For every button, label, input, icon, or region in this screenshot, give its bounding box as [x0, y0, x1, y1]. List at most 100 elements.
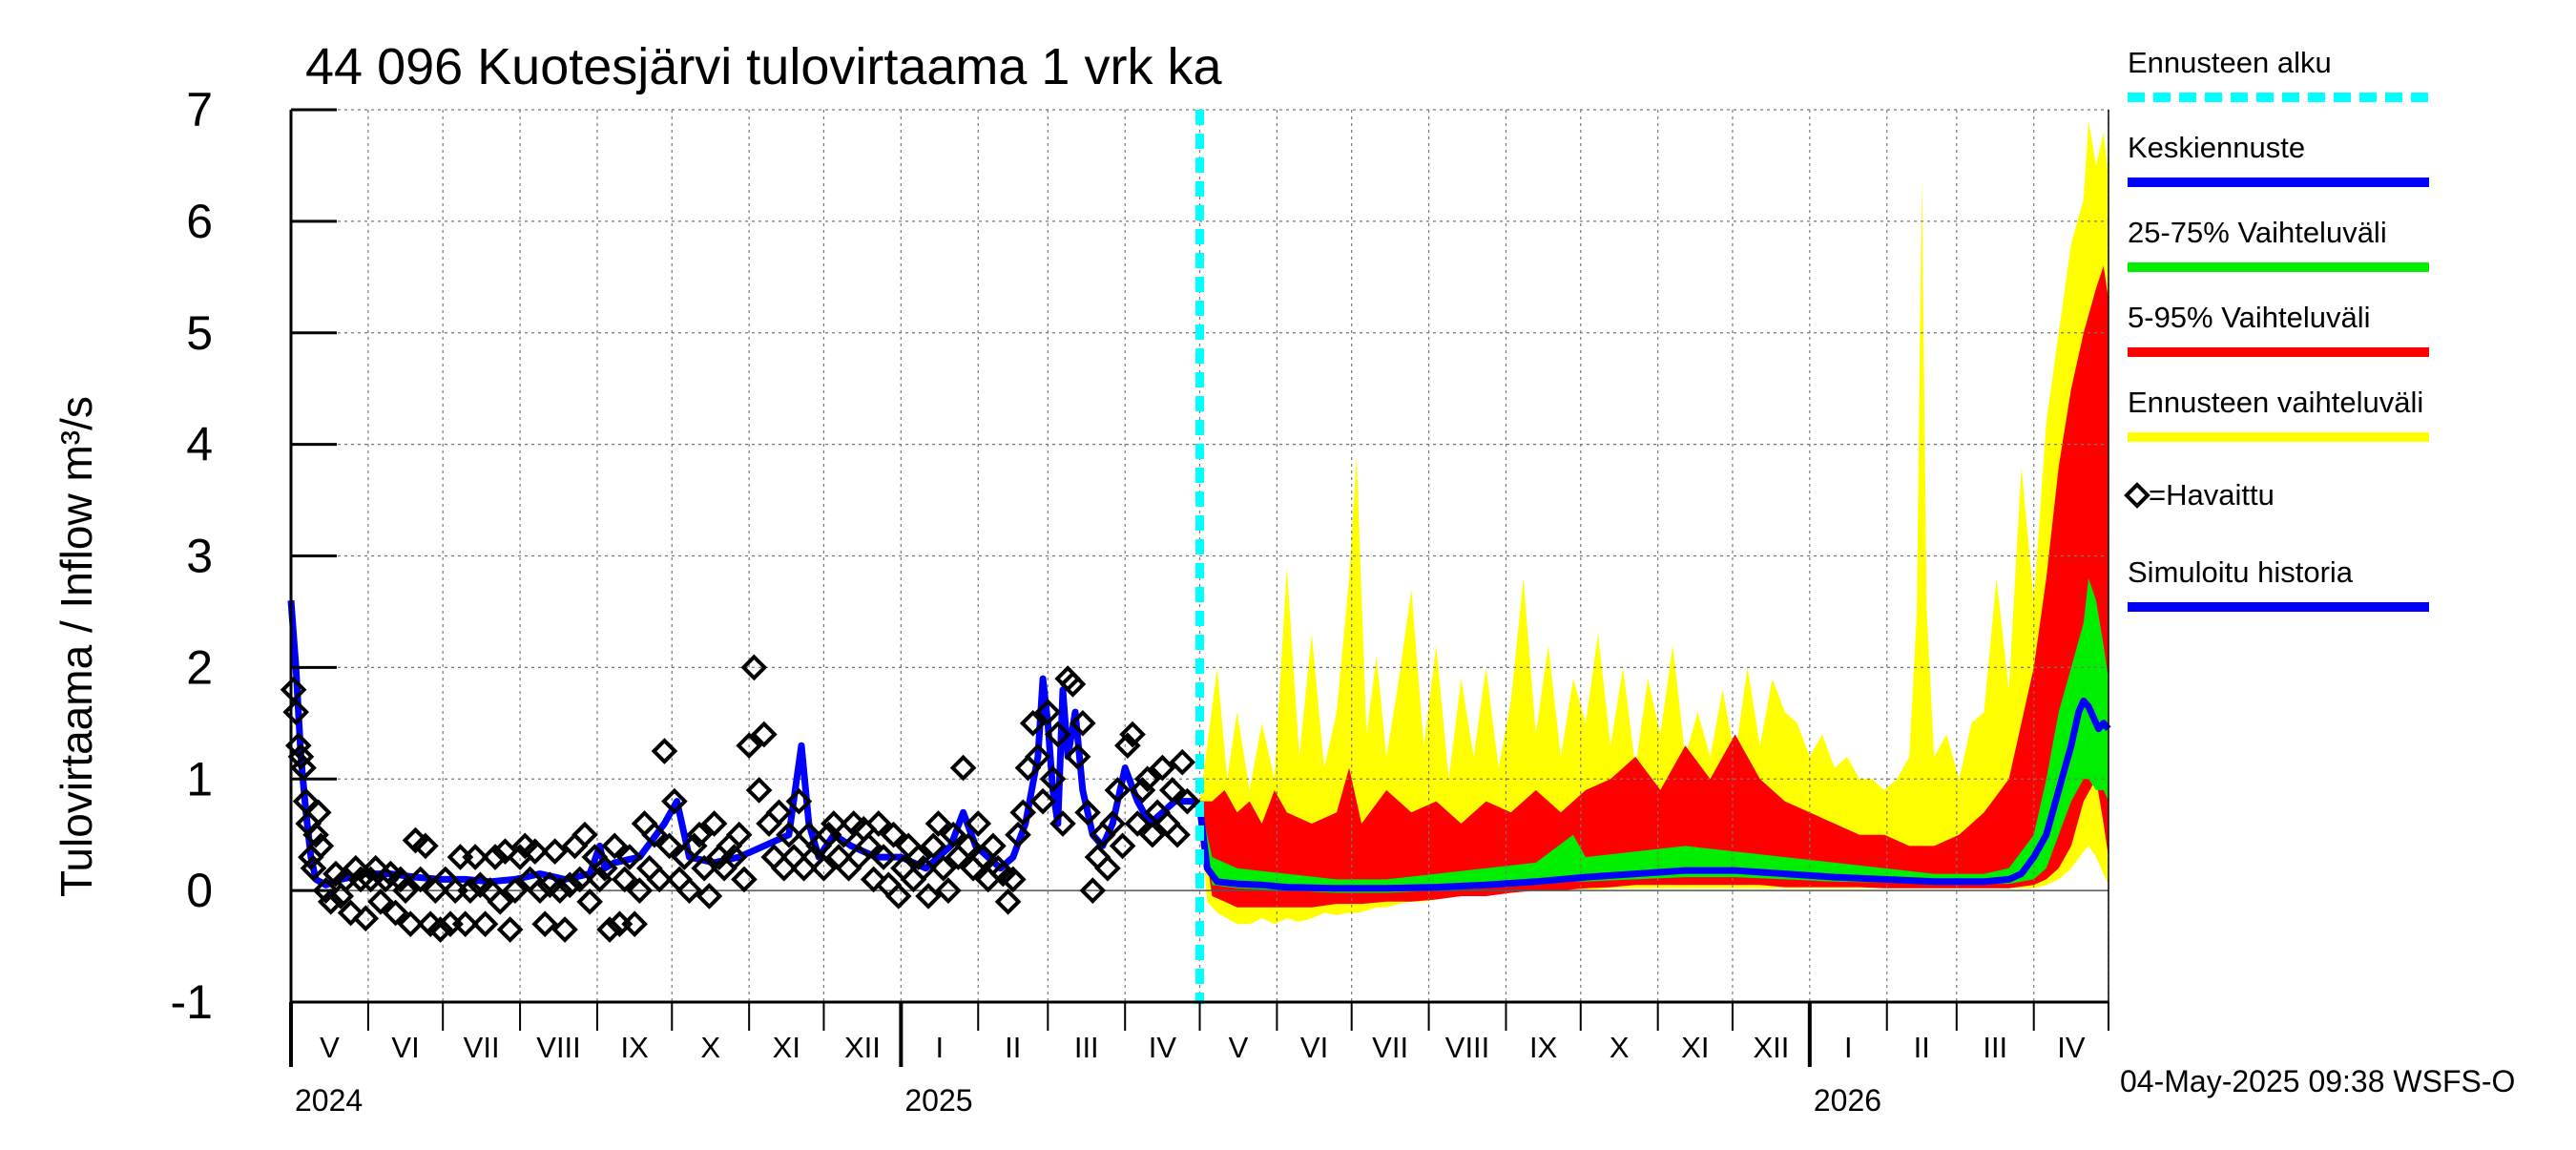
y-tick-label: 3: [186, 530, 213, 583]
series-simuloitu-historia: [287, 600, 1202, 889]
observed-point: [596, 916, 623, 943]
observed-point: [601, 832, 629, 860]
y-tick-label: 2: [186, 640, 213, 694]
observed-point: [655, 832, 683, 860]
y-tick-label: 6: [186, 195, 213, 248]
observed-point: [367, 888, 394, 915]
observed-point: [870, 844, 897, 870]
month-label: XI: [773, 1031, 800, 1064]
month-label: IX: [1529, 1031, 1558, 1064]
observed-point: [1149, 754, 1176, 782]
observed-point: [910, 854, 937, 882]
observed-point: [426, 916, 454, 943]
observed-point: [999, 866, 1027, 893]
observed-point: [451, 910, 479, 938]
observed-point: [635, 854, 663, 882]
observed-point: [904, 844, 932, 870]
observed-point: [696, 883, 723, 910]
observed-point: [616, 844, 643, 870]
observed-point: [1119, 721, 1146, 748]
legend-label: 5-95% Vaihteluväli: [2128, 301, 2370, 334]
observed-point: [1174, 787, 1201, 815]
observed-point: [626, 877, 654, 904]
observed-point: [621, 910, 648, 938]
y-axis-label: Tulovirtaama / Inflow m³/s: [52, 396, 101, 897]
observed-point: [302, 821, 329, 848]
observed-point: [397, 910, 425, 938]
month-label: II: [1914, 1031, 1930, 1064]
month-label: VIII: [536, 1031, 581, 1064]
observed-point: [924, 810, 952, 837]
observed-point: [686, 821, 713, 848]
observed-point: [287, 743, 315, 770]
observed-point: [282, 699, 310, 725]
observed-point: [641, 821, 668, 848]
observed-point: [571, 821, 598, 848]
month-label: III: [1074, 1031, 1099, 1064]
observed-point: [1124, 810, 1152, 837]
observed-point: [1169, 748, 1196, 776]
observed-point: [631, 810, 658, 837]
observed-point: [1019, 709, 1047, 737]
legend-diamond-icon: [2124, 482, 2150, 509]
month-label: IV: [1149, 1031, 1177, 1064]
observed-point: [740, 654, 768, 681]
observed-point: [1049, 810, 1076, 837]
observed-point: [855, 832, 883, 860]
legend-label: 25-75% Vaihteluväli: [2128, 216, 2387, 249]
legend-label: Ennusteen vaihteluväli: [2128, 386, 2423, 419]
observed-point: [691, 854, 718, 882]
observed-point: [731, 866, 758, 893]
observed-point: [496, 916, 524, 943]
observed-point: [386, 866, 414, 893]
observed-point: [954, 832, 982, 860]
observed-point: [556, 871, 584, 899]
month-label: III: [1983, 1031, 2007, 1064]
observed-point: [810, 854, 838, 882]
observed-point: [915, 883, 942, 910]
month-label: XII: [1753, 1031, 1789, 1064]
observed-point: [1109, 832, 1136, 860]
observed-point: [725, 821, 753, 848]
observed-point: [750, 721, 778, 748]
band-ennusteen-vaihteluv-li: [1199, 120, 2109, 925]
observed-point: [651, 738, 678, 764]
observed-point: [1059, 671, 1087, 698]
y-tick-label: 1: [186, 752, 213, 805]
observed-point: [1079, 877, 1107, 904]
observed-markers: [280, 654, 1201, 943]
observed-point: [482, 844, 509, 870]
observed-point: [561, 832, 589, 860]
observed-point: [487, 888, 514, 915]
month-label: I: [935, 1031, 944, 1064]
month-label: VI: [391, 1031, 419, 1064]
observed-point: [865, 810, 892, 837]
month-label: II: [1005, 1031, 1021, 1064]
forecast-bands: [1199, 120, 2109, 925]
observed-point: [1029, 787, 1056, 815]
year-label: 2025: [904, 1083, 972, 1118]
month-label: IV: [2057, 1031, 2086, 1064]
observed-point: [566, 866, 593, 893]
observed-point: [406, 866, 434, 893]
observed-point: [491, 838, 519, 866]
month-label: X: [700, 1031, 720, 1064]
month-label: XI: [1681, 1031, 1709, 1064]
observed-point: [307, 832, 335, 860]
observed-point: [1025, 743, 1051, 770]
observed-point: [965, 810, 992, 837]
observed-point: [521, 838, 549, 866]
year-label: 2024: [295, 1083, 363, 1118]
observed-point: [756, 810, 782, 837]
observed-point: [551, 916, 578, 943]
observed-point: [611, 866, 638, 893]
y-tick-label: 5: [186, 306, 213, 360]
observed-point: [1039, 765, 1067, 793]
observed-point: [347, 866, 374, 893]
observed-point: [1009, 799, 1037, 826]
observed-point: [300, 854, 327, 882]
band-5-95-vaihteluv-li: [1199, 265, 2109, 908]
observed-point: [327, 883, 355, 910]
observed-point: [1070, 709, 1096, 737]
